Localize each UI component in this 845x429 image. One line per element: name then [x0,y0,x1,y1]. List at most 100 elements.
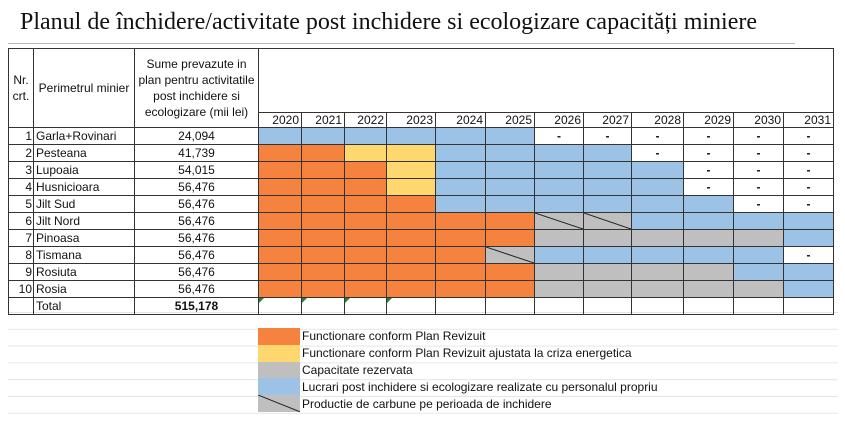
status-cell [344,195,387,213]
status-cell: - [783,127,834,145]
legend-swatch [258,378,300,396]
status-cell [534,212,584,230]
status-cell [435,212,486,230]
error-indicator-icon [387,298,392,303]
year-header: 2022 [344,112,387,128]
perimeter-name: Tismana [33,246,135,264]
legend-swatch [258,344,300,362]
status-cell [435,263,486,281]
status-cell: - [534,127,584,145]
status-cell [435,144,486,162]
status-cell [258,195,302,213]
total-year-cell [631,297,684,315]
status-cell [344,178,387,196]
status-cell [386,280,436,298]
status-cell [583,161,632,179]
year-header: 2028 [631,112,684,128]
status-cell: - [733,127,784,145]
legend-swatch [258,328,300,345]
legend-item: Productie de carbune pe perioada de inch… [258,395,658,412]
status-cell [386,161,436,179]
legend-item: Lucrari post inchidere si ecologizare re… [258,378,658,396]
status-cell [485,246,535,264]
status-cell [344,246,387,264]
status-cell [631,195,684,213]
status-cell [683,263,734,281]
status-cell [631,229,684,247]
sum-value: 56,476 [134,195,259,213]
table-row: 2 Pesteana 41,739- - - - [8,144,834,162]
status-cell [534,161,584,179]
total-year-cell [258,297,302,315]
status-cell [386,195,436,213]
legend: Functionare conform Plan Revizuit Functio… [258,328,658,412]
year-header: 2021 [301,112,345,128]
status-cell [583,280,632,298]
status-cell [301,127,345,145]
status-cell [733,246,784,264]
status-cell: - [783,195,834,213]
year-header: 2031 [783,112,834,128]
status-cell [683,280,734,298]
error-indicator-icon [345,298,350,303]
status-cell [534,178,584,196]
status-cell [485,144,535,162]
status-cell [631,263,684,281]
year-header: 2027 [583,112,632,128]
title-divider [8,43,795,44]
row-number: 5 [8,195,34,213]
status-cell [386,127,436,145]
header-sums: Sume prevazute in plan pentru activitati… [134,48,259,128]
status-cell [258,144,302,162]
status-cell [344,263,387,281]
status-cell [534,263,584,281]
status-cell [301,178,345,196]
legend-swatch [258,361,300,379]
status-cell [344,229,387,247]
status-cell [435,280,486,298]
total-year-cell [485,297,535,315]
perimeter-name: Jilt Nord [33,212,135,230]
diagonal-line-icon [258,395,300,412]
total-nr [8,297,34,315]
year-header: 2025 [485,112,535,128]
status-cell: - [683,161,734,179]
total-year-cell [783,297,834,315]
status-cell: - [683,127,734,145]
status-cell [583,144,632,162]
year-header: 2020 [258,112,302,128]
status-cell: - [733,178,784,196]
sum-value: 56,476 [134,212,259,230]
legend-label: Productie de carbune pe perioada de inch… [302,396,552,411]
status-cell: - [631,144,684,162]
table-row: 4 Husnicioara 56,476- - - [8,178,834,196]
row-number: 8 [8,246,34,264]
total-year-cell [435,297,486,315]
status-cell: - [783,144,834,162]
table-row: 1 Garla+Rovinari 24,094- - - - - - [8,127,834,145]
sum-value: 24,094 [134,127,259,145]
status-cell [258,127,302,145]
status-cell [534,229,584,247]
year-header: 2023 [386,112,436,128]
status-cell [733,280,784,298]
status-cell [258,178,302,196]
header-nr: Nr. crt. [8,48,34,128]
status-cell [583,178,632,196]
perimeter-name: Rosiuta [33,263,135,281]
status-cell [733,212,784,230]
error-indicator-icon [302,298,307,303]
row-number: 3 [8,161,34,179]
status-cell [583,212,632,230]
status-cell [344,161,387,179]
status-cell [258,229,302,247]
status-cell [485,280,535,298]
perimeter-name: Rosia [33,280,135,298]
status-cell [301,212,345,230]
status-cell [583,195,632,213]
header-blank [258,48,834,113]
year-header: 2029 [683,112,734,128]
page-title: Planul de închidere/activitate post inch… [20,9,758,35]
status-cell [435,127,486,145]
status-cell [631,280,684,298]
